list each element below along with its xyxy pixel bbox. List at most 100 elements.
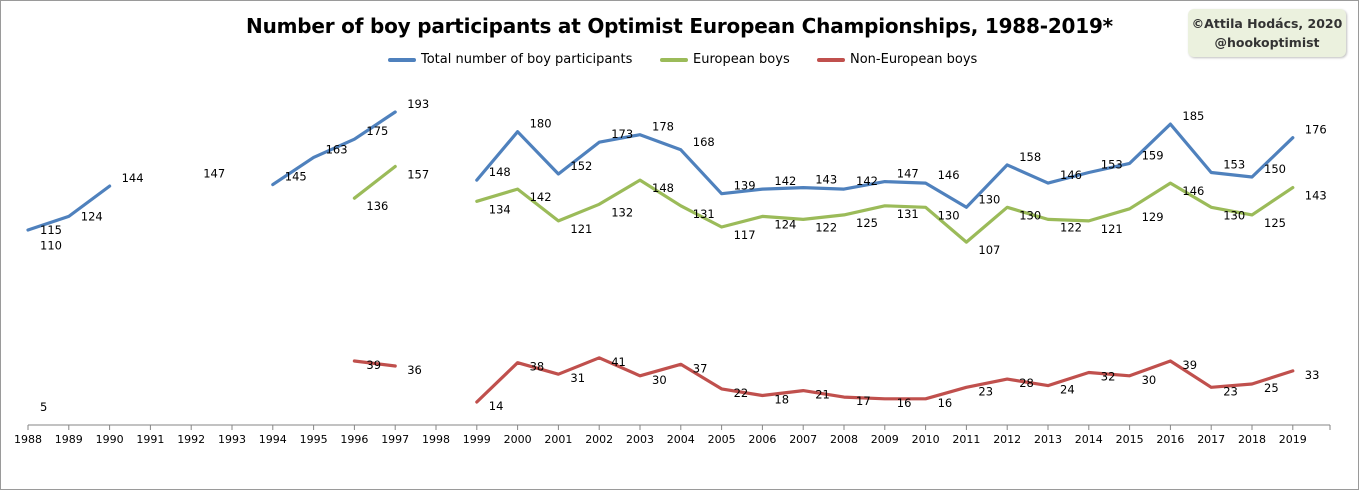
legend-label-total: Total number of boy participants	[421, 52, 633, 67]
x-tick-label: 1988	[14, 433, 42, 446]
data-label: 16	[938, 396, 953, 410]
data-label: 146	[1182, 184, 1204, 198]
x-tick-label: 2012	[993, 433, 1021, 446]
data-label: 163	[326, 142, 348, 156]
data-label: 36	[407, 363, 422, 377]
data-label: 175	[366, 124, 388, 138]
data-label: 147	[897, 167, 919, 181]
data-label: 134	[489, 202, 511, 216]
x-tick-label: 2004	[667, 433, 695, 446]
data-label: 115	[40, 223, 62, 237]
x-tick-label: 2010	[912, 433, 940, 446]
data-label: 152	[570, 159, 592, 173]
data-label: 124	[774, 217, 796, 231]
x-tick-label: 2015	[1116, 433, 1144, 446]
series-line-1	[352, 164, 397, 200]
data-label: 122	[1060, 220, 1082, 234]
data-label: 124	[81, 209, 103, 223]
data-label: 33	[1305, 368, 1320, 382]
credit-box: ©Attila Hodács, 2020 @hookoptimist	[1188, 9, 1346, 57]
x-tick-label: 1996	[340, 433, 368, 446]
legend-item-total: Total number of boy participants	[388, 52, 632, 67]
x-tick-label: 2009	[871, 433, 899, 446]
x-tick-label: 2008	[830, 433, 858, 446]
data-label: 23	[978, 384, 993, 398]
data-label: 148	[489, 165, 511, 179]
x-tick-label: 2018	[1238, 433, 1266, 446]
series-line-1	[475, 178, 1295, 244]
data-label: 180	[530, 117, 552, 131]
data-label: 22	[734, 386, 749, 400]
data-label: 145	[285, 170, 307, 184]
series-line-0	[475, 122, 1295, 209]
data-label: 146	[1060, 168, 1082, 182]
data-label: 121	[570, 222, 592, 236]
x-tick-label: 2017	[1197, 433, 1225, 446]
x-tick-label: 1992	[177, 433, 205, 446]
series-line-2	[475, 356, 1295, 404]
data-label: 168	[693, 135, 715, 149]
data-label: 142	[530, 190, 552, 204]
data-label: 129	[1142, 210, 1164, 224]
data-label: 30	[652, 373, 667, 387]
x-tick-label: 1991	[136, 433, 164, 446]
data-label: 14	[489, 399, 504, 413]
data-label: 41	[611, 355, 626, 369]
data-label: 37	[693, 361, 708, 375]
data-label: 153	[1101, 158, 1123, 172]
legend-item-european: European boys	[660, 52, 790, 67]
x-tick-label: 2016	[1156, 433, 1184, 446]
credit-handle: @hookoptimist	[1214, 35, 1320, 50]
x-tick-label: 2007	[789, 433, 817, 446]
legend-swatch-non-european	[817, 57, 845, 62]
data-label: 17	[856, 394, 871, 408]
data-label: 178	[652, 120, 674, 134]
data-label: 158	[1019, 150, 1041, 164]
data-label: 39	[366, 358, 381, 372]
x-tick-label: 1990	[96, 433, 124, 446]
x-tick-label: 1993	[218, 433, 246, 446]
data-label: 142	[856, 174, 878, 188]
data-label: 21	[815, 388, 830, 402]
data-label: 132	[611, 205, 633, 219]
data-label: 25	[1264, 381, 1279, 395]
data-label: 143	[815, 173, 837, 187]
data-label: 23	[1223, 384, 1238, 398]
x-tick-label: 2014	[1075, 433, 1103, 446]
x-tick-label: 2005	[708, 433, 736, 446]
data-label: 157	[407, 167, 429, 181]
x-tick-label: 2011	[952, 433, 980, 446]
data-label: 24	[1060, 383, 1075, 397]
series-line-2	[352, 359, 397, 368]
chart-title: Number of boy participants at Optimist E…	[246, 14, 1113, 38]
x-tick-label: 2000	[504, 433, 532, 446]
credit-author: ©Attila Hodács, 2020	[1191, 16, 1343, 31]
x-tick-label: 1997	[381, 433, 409, 446]
data-label: 176	[1305, 123, 1327, 137]
data-label: 28	[1019, 376, 1034, 390]
x-tick-label: 1998	[422, 433, 450, 446]
x-tick-label: 1994	[259, 433, 287, 446]
x-tick-label: 1989	[55, 433, 83, 446]
data-label: 130	[1019, 208, 1041, 222]
legend-swatch-total	[388, 57, 416, 62]
x-tick-label: 2001	[544, 433, 572, 446]
data-label: 32	[1101, 370, 1116, 384]
data-label: 153	[1223, 158, 1245, 172]
series-line-0	[271, 110, 397, 187]
x-tick-label: 2013	[1034, 433, 1062, 446]
data-label: 143	[1305, 189, 1327, 203]
x-tick-label: 2019	[1279, 433, 1307, 446]
legend-label-european: European boys	[693, 52, 790, 67]
data-label: 31	[570, 371, 585, 385]
data-label: 130	[1223, 208, 1245, 222]
data-label: 125	[1264, 216, 1286, 230]
legend: Total number of boy participants Europea…	[0, 52, 1359, 72]
data-label: 142	[774, 174, 796, 188]
data-label: 159	[1142, 148, 1164, 162]
data-label: 144	[122, 171, 144, 185]
data-label: 147	[203, 167, 225, 181]
data-label: 131	[897, 207, 919, 221]
x-tick-label: 2003	[626, 433, 654, 446]
